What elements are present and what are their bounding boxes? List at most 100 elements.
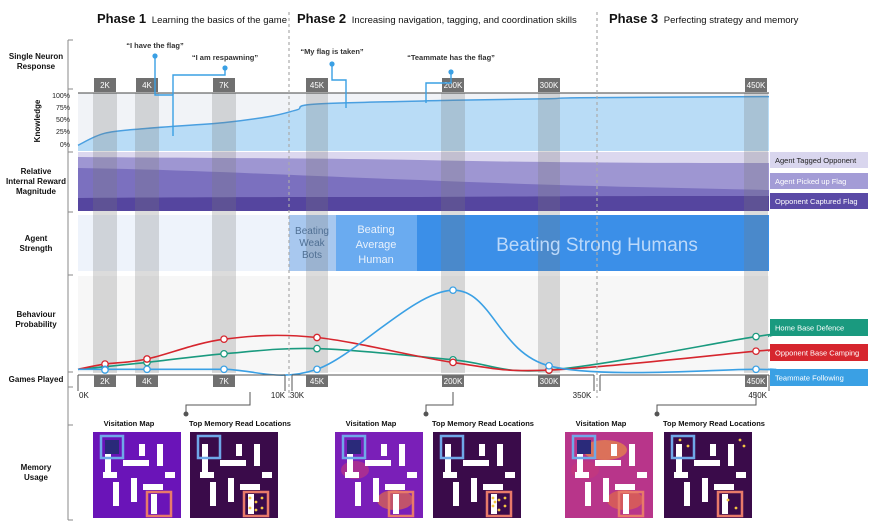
reward-legend-box-2 xyxy=(770,193,868,209)
axis-tick-label-350K: 350K xyxy=(573,391,592,400)
memory-read-dot-0-3 xyxy=(248,506,252,510)
reward-legend-label-2: Opponent Captured Flag xyxy=(775,197,858,206)
memory-home-base-2 xyxy=(670,434,696,460)
reward-band-captured-flag xyxy=(78,196,769,211)
memory-wall-1-2 xyxy=(497,444,503,466)
marker-column-300K xyxy=(538,93,560,373)
memory-label-2: Usage xyxy=(24,473,49,482)
visitation-wall-2-2 xyxy=(629,444,635,466)
memory-wall-1-7 xyxy=(443,472,457,478)
visitation-wall-2-7 xyxy=(575,472,589,478)
memory-wall-0-6 xyxy=(248,494,254,514)
phase-dividers xyxy=(288,12,598,398)
visitation-wall-0-5 xyxy=(143,484,163,490)
knowledge-tick-0: 0% xyxy=(60,142,70,149)
neuron-callout-line-0 xyxy=(154,56,174,136)
behaviour-chart xyxy=(77,286,777,376)
visitation-map-title-2: Visitation Map xyxy=(576,419,627,428)
behaviour-point-teammate-following-200K xyxy=(449,286,457,295)
phase-1-num: Phase 1 xyxy=(97,11,146,26)
behaviour-legend-box-1 xyxy=(770,344,868,361)
visitation-wall-0-3 xyxy=(113,482,119,506)
behaviour-legend-label-1: Opponent Base Camping xyxy=(775,349,859,358)
memory-read-dot-1-5 xyxy=(497,508,501,512)
strength-weak-1: Beating xyxy=(295,226,329,237)
neuron-label-2: Response xyxy=(17,62,56,71)
neuron-quote-1: “I am respawning” xyxy=(192,53,259,62)
strength-weak-2: Weak xyxy=(299,238,325,249)
neuron-marker-label-4K: 4K xyxy=(142,81,152,90)
visitation-wall-1-7 xyxy=(345,472,359,478)
memory-read-dot-2-4 xyxy=(734,506,738,510)
visitation-home-base-2 xyxy=(571,434,597,460)
neuron-marker-label-300K: 300K xyxy=(540,81,559,90)
neuron-marker-label-45K: 45K xyxy=(310,81,325,90)
memory-wall-0-9 xyxy=(262,472,272,478)
behaviour-point-opponent-base-camping-450K xyxy=(752,347,760,356)
memory-wall-0-3 xyxy=(210,482,216,506)
knowledge-tick-50: 50% xyxy=(56,117,70,124)
axis-marker-label-300K: 300K xyxy=(540,377,559,386)
visitation-wall-1-6 xyxy=(393,494,399,514)
memory-connector-1 xyxy=(425,392,454,414)
memory-read-dot-1-3 xyxy=(491,504,495,508)
memory-read-dot-1-2 xyxy=(503,496,507,500)
memory-wall-0-2 xyxy=(254,444,260,466)
visitation-map-title-1: Visitation Map xyxy=(346,419,397,428)
visitation-wall-2-9 xyxy=(637,472,647,478)
behaviour-point-opponent-base-camping-200K xyxy=(449,358,457,367)
neuron-quote-0: “I have the flag” xyxy=(126,41,184,50)
memory-read-dot-1-4 xyxy=(503,504,507,508)
row-labels: Single Neuron Response Knowledge Relativ… xyxy=(6,52,66,482)
memory-connector-dot-1 xyxy=(423,411,429,417)
marker-column-450K xyxy=(744,93,768,373)
visitation-wall-2-1 xyxy=(595,460,621,466)
neuron-callout-dot-3 xyxy=(448,69,454,75)
memory-wall-2-2 xyxy=(728,444,734,466)
axis-marker-label-45K: 45K xyxy=(310,377,325,386)
memory-read-dot-1-6 xyxy=(493,500,497,504)
visitation-map-0 xyxy=(93,432,181,518)
behaviour-legend-label-2: Teammate Following xyxy=(775,374,844,383)
neuron-marker-box-200K xyxy=(442,78,464,92)
strength-avg-2: Average xyxy=(356,239,397,251)
behaviour-legend: Home Base Defence Opponent Base Camping Te… xyxy=(770,319,868,386)
memory-wall-2-6 xyxy=(722,494,728,514)
axis-marker-label-2K: 2K xyxy=(100,377,110,386)
visitation-wall-1-8 xyxy=(381,444,387,456)
behaviour-point-start xyxy=(101,366,109,374)
visitation-enemy-base-1 xyxy=(387,490,415,518)
reward-legend: Agent Tagged Opponent Agent Picked up Fla… xyxy=(770,152,868,209)
reward-label-1: Relative xyxy=(21,167,52,176)
memory-connector-dot-0 xyxy=(183,411,189,417)
visitation-wall-0-1 xyxy=(123,460,149,466)
behaviour-line-teammate-following xyxy=(78,289,777,376)
marker-column-7K xyxy=(212,93,236,373)
strength-bg xyxy=(78,215,289,271)
behaviour-legend-box-0 xyxy=(770,319,868,336)
axis-marker-box-450K xyxy=(745,375,767,387)
visitation-wall-2-4 xyxy=(603,478,609,502)
marker-column-2K xyxy=(93,93,117,373)
games-axis: 2K 4K 7K 45K 200K 300K 450K 0K 10K 30K 350K 450K xyxy=(77,374,770,400)
neuron-marker-label-2K: 2K xyxy=(100,81,110,90)
visitation-wall-1-2 xyxy=(399,444,405,466)
memory-wall-1-1 xyxy=(463,460,489,466)
memory-read-dot-0-5 xyxy=(254,508,258,512)
strength-strong: Beating Strong Humans xyxy=(496,235,698,256)
neuron-marker-label-200K: 200K xyxy=(444,81,463,90)
visitation-wall-1-9 xyxy=(407,472,417,478)
visitation-wall-1-1 xyxy=(365,460,391,466)
memory-home-base-0 xyxy=(196,434,222,460)
phase-1-desc: Learning the basics of the game xyxy=(152,15,287,26)
strength-label-2: Strength xyxy=(20,244,53,253)
phase-headers: Phase 1 Learning the basics of the game … xyxy=(97,11,799,26)
visitation-wall-2-3 xyxy=(585,482,591,506)
memory-read-dot-2-2 xyxy=(738,438,742,442)
axis-marker-label-200K: 200K xyxy=(444,377,463,386)
reward-label-3: Magnitude xyxy=(16,187,57,196)
memory-panels: Visitation Map Top Memory Read Locations V… xyxy=(93,392,765,518)
memory-wall-0-1 xyxy=(220,460,246,466)
behaviour-point-teammate-following-45K xyxy=(313,365,321,374)
visitation-enemy-base-0 xyxy=(145,490,173,518)
